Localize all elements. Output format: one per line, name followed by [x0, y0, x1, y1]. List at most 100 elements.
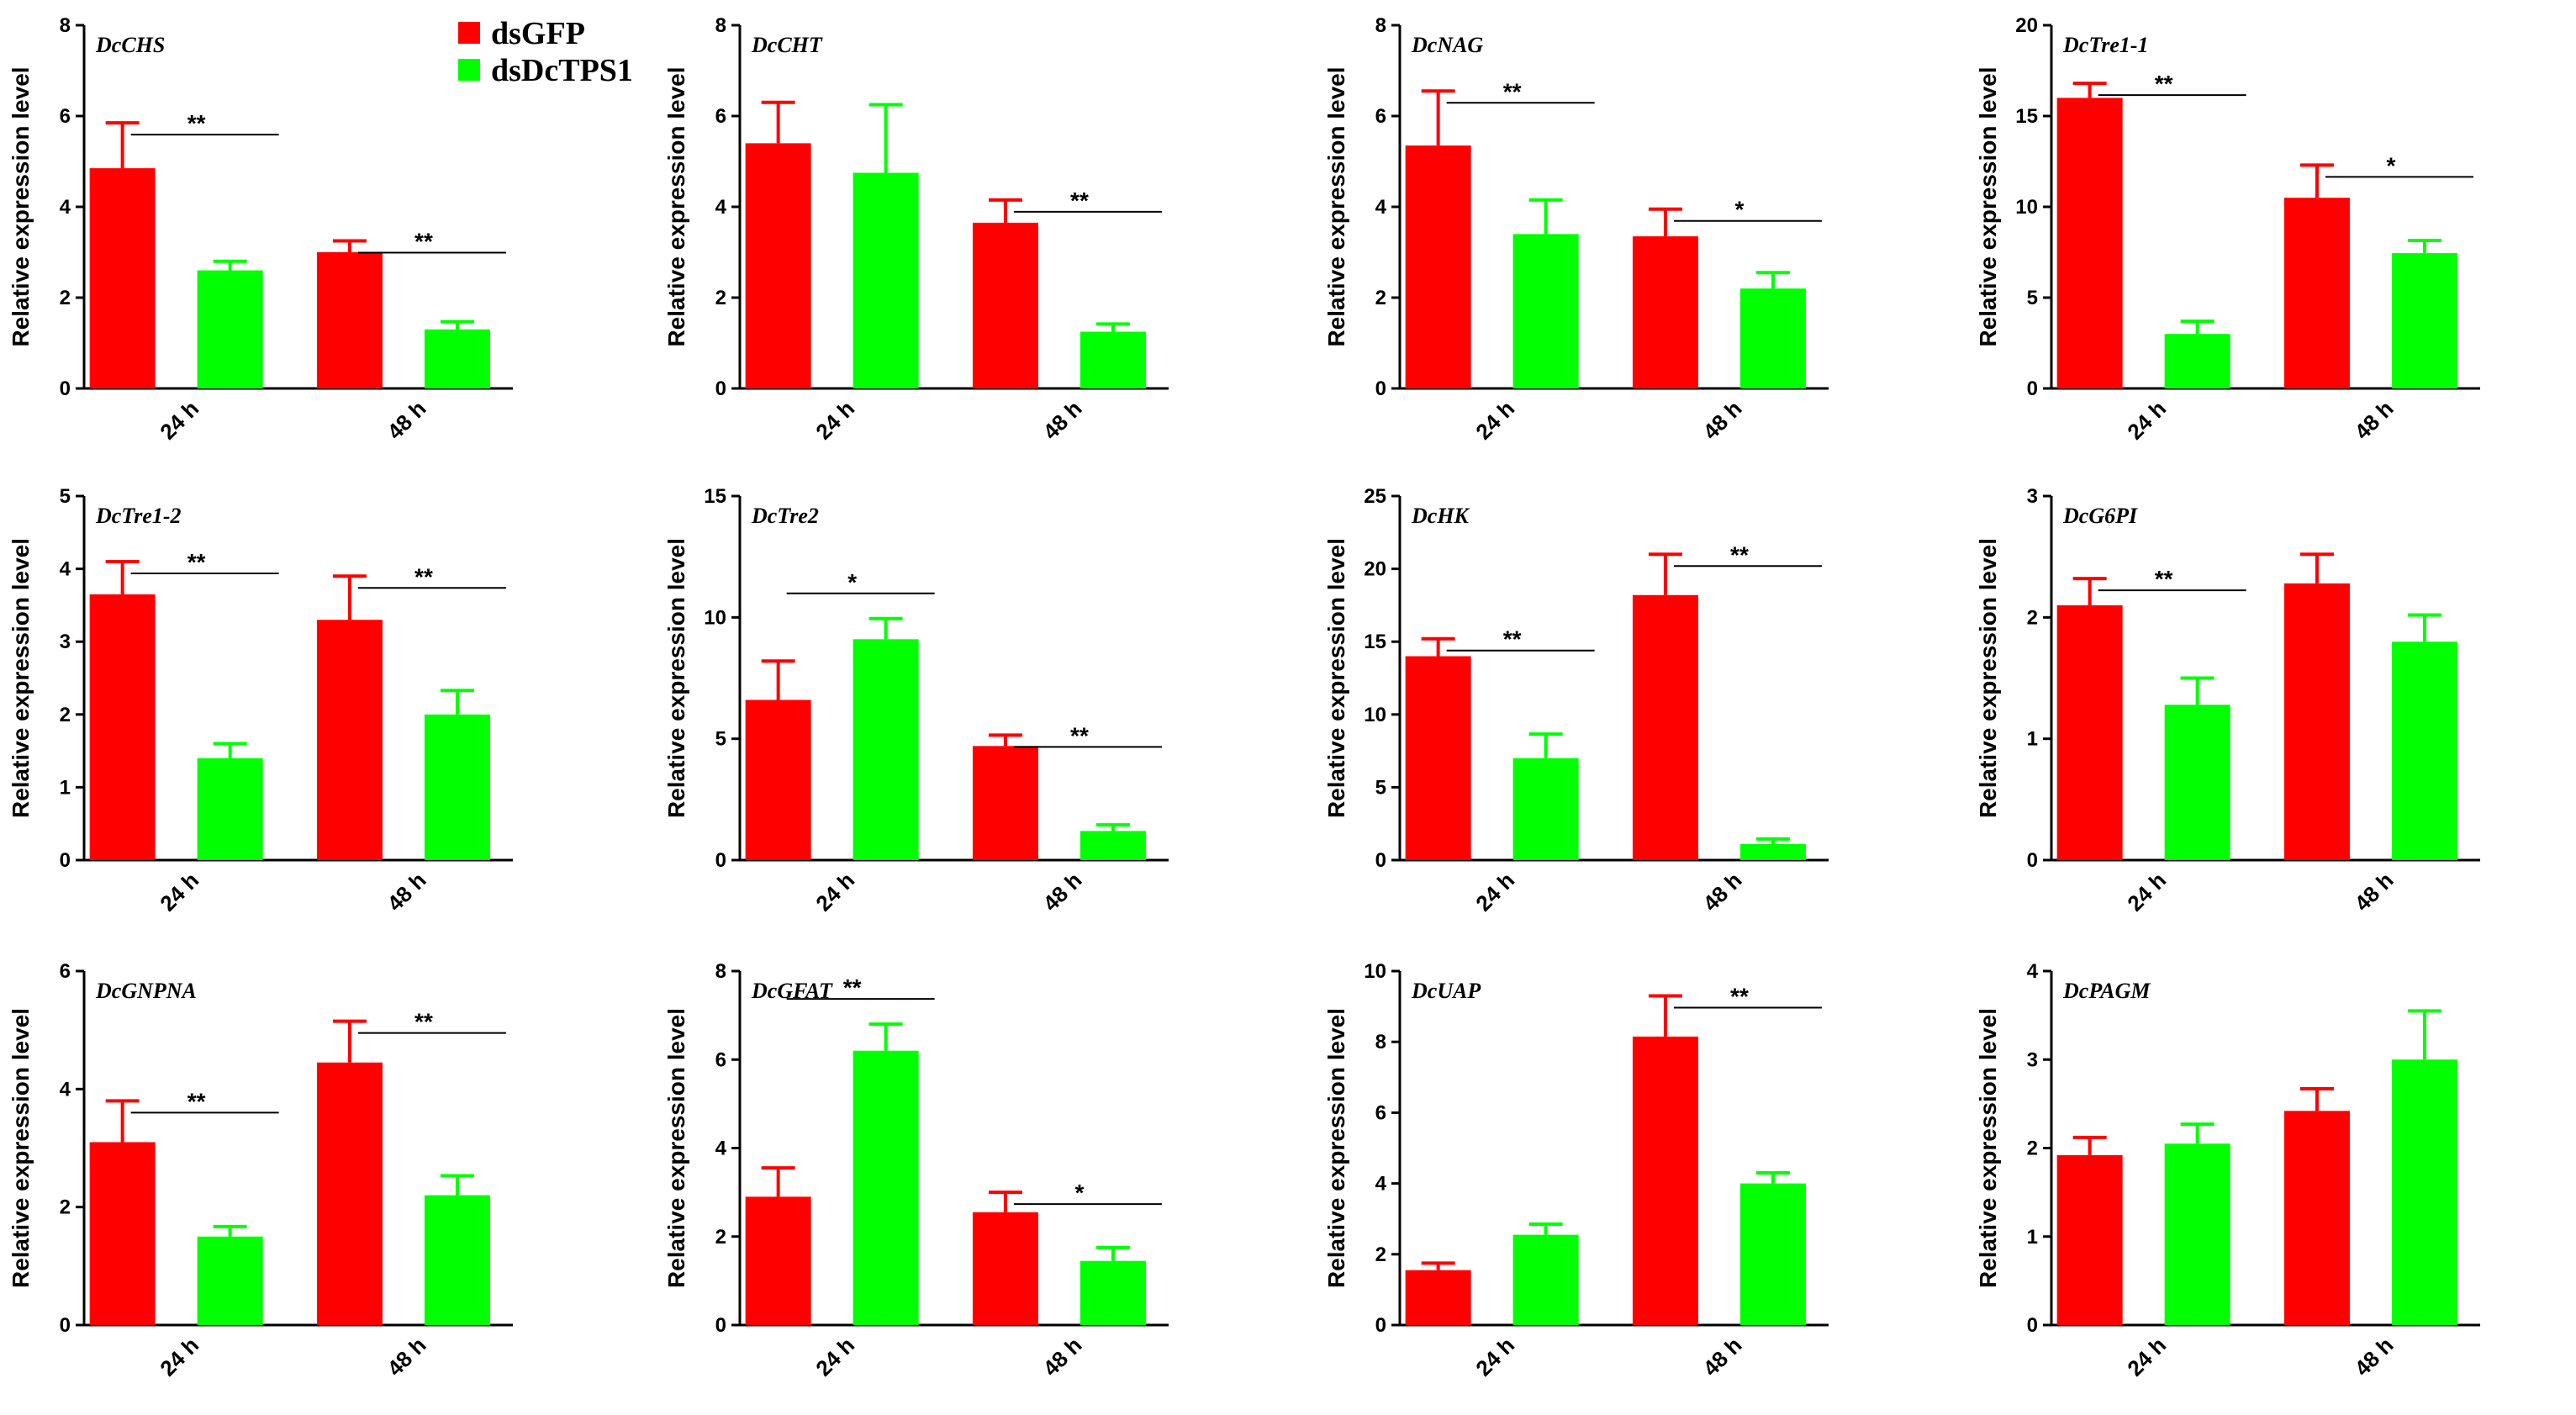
chart-3-ytick-label: 5: [2027, 287, 2038, 309]
chart-8-panel: 0 2 4 6 Relative expression level DcGNPNA ** 24…: [8, 960, 513, 1381]
chart-8-bar-dsDcTPS1-0: [197, 1236, 263, 1325]
chart-6-ylabel: Relative expression level: [1323, 538, 1349, 818]
chart-9-bar-dsDcTPS1-0: [853, 1050, 919, 1325]
chart-6-sig-label-0: **: [1503, 626, 1522, 652]
chart-3-bar-dsGFP-1: [2283, 198, 2350, 388]
chart-8-xtick-label-0: 24 h: [155, 1333, 203, 1381]
chart-6-title: DcHK: [1411, 504, 1470, 528]
chart-1-bar-dsGFP-1: [972, 222, 1038, 388]
chart-4-sig-label-0: **: [187, 549, 206, 575]
chart-9-ylabel: Relative expression level: [663, 1008, 689, 1288]
chart-5-ytick-label: 5: [715, 728, 726, 751]
chart-11-xtick-label-0: 24 h: [2122, 1333, 2171, 1381]
chart-0-ytick-label: 8: [60, 14, 71, 37]
chart-1-panel: 0 2 4 6 8 Relative expression level DcCHT 24 h *…: [663, 14, 1169, 445]
chart-7-ylabel: Relative expression level: [1975, 538, 2001, 818]
chart-11-ylabel: Relative expression level: [1975, 1008, 2001, 1288]
chart-1-title: DcCHT: [751, 33, 823, 57]
chart-5-sig-label-1: **: [1070, 722, 1089, 748]
chart-1-xtick-label-1: 48 h: [1038, 396, 1087, 445]
chart-10-panel: 0 2 4 6 8 10 Relative expression level DcUAP 24 …: [1323, 960, 1829, 1381]
chart-4-ytick-label: 1: [60, 776, 71, 799]
chart-7-title: DcG6PI: [2062, 504, 2138, 528]
legend-label-dsgfp: dsGFP: [491, 16, 585, 51]
chart-10-ylabel: Relative expression level: [1323, 1008, 1349, 1288]
chart-8-ytick-label: 4: [60, 1078, 71, 1101]
chart-8-ytick-label: 0: [60, 1314, 71, 1337]
chart-3-ytick-label: 0: [2027, 378, 2038, 400]
chart-1-bar-dsDcTPS1-1: [1079, 331, 1146, 388]
chart-5-xtick-label-1: 48 h: [1038, 868, 1087, 916]
chart-9-sig-label-1: *: [1074, 1180, 1084, 1206]
chart-4-ytick-label: 4: [60, 558, 71, 581]
chart-6-xtick-label-0: 24 h: [1470, 868, 1519, 916]
chart-6-bar-dsGFP-0: [1405, 656, 1471, 860]
chart-10-ytick-label: 0: [1375, 1314, 1386, 1337]
chart-7-xtick-label-1: 48 h: [2350, 868, 2399, 916]
chart-3-xtick-label-1: 48 h: [2350, 396, 2399, 445]
chart-6-sig-label-1: **: [1730, 541, 1749, 568]
legend-swatch-dsdctps1: [458, 59, 480, 81]
chart-9-ytick-label: 6: [715, 1048, 726, 1071]
chart-10-xtick-label-1: 48 h: [1698, 1333, 1747, 1381]
chart-7-xtick-label-0: 24 h: [2122, 868, 2171, 916]
chart-2-ytick-label: 4: [1375, 196, 1387, 219]
chart-4-sig-label-1: **: [414, 563, 433, 589]
chart-0-bar-dsDcTPS1-1: [424, 329, 490, 388]
chart-4-bar-dsGFP-0: [89, 594, 156, 860]
chart-10-bar-dsGFP-0: [1405, 1270, 1471, 1325]
chart-11-ytick-label: 2: [2027, 1138, 2038, 1160]
chart-11-title: DcPAGM: [2062, 979, 2151, 1003]
chart-6-panel: 0 5 10 15 20 25 Relative expression level DcHK *…: [1323, 485, 1829, 916]
chart-5-title: DcTre2: [751, 504, 819, 528]
chart-0-ytick-label: 6: [60, 105, 71, 128]
chart-1-xtick-label-0: 24 h: [810, 396, 859, 445]
chart-7-bar-dsGFP-0: [2056, 605, 2123, 860]
chart-8-ytick-label: 6: [60, 960, 71, 983]
chart-10-ytick-label: 4: [1375, 1173, 1387, 1196]
chart-4-bar-dsGFP-1: [316, 620, 383, 860]
chart-8-xtick-label-1: 48 h: [383, 1333, 431, 1381]
chart-6-bar-dsDcTPS1-1: [1739, 843, 1806, 860]
chart-7-panel: 0 1 2 3 Relative expression level DcG6PI ** 24 …: [1975, 485, 2480, 916]
chart-5-xtick-label-0: 24 h: [810, 868, 859, 916]
chart-2-ytick-label: 8: [1375, 14, 1386, 37]
chart-6-ytick-label: 10: [1364, 704, 1386, 726]
chart-3-bar-dsDcTPS1-0: [2164, 334, 2230, 388]
chart-0-ytick-label: 4: [60, 196, 71, 219]
legend: dsGFP dsDcTPS1: [458, 16, 633, 88]
chart-4-xtick-label-0: 24 h: [155, 868, 203, 916]
chart-4-ytick-label: 2: [60, 704, 71, 726]
chart-3-bar-dsGFP-0: [2056, 98, 2123, 389]
chart-1-ytick-label: 8: [715, 14, 726, 37]
chart-10-sig-label-1: **: [1730, 983, 1749, 1009]
chart-5-bar-dsGFP-1: [972, 746, 1038, 860]
chart-0-bar-dsGFP-1: [316, 252, 383, 388]
chart-3-panel: 0 5 10 15 20 Relative expression level DcTre1-…: [1975, 14, 2480, 445]
chart-6-ytick-label: 5: [1375, 776, 1386, 799]
chart-7-bar-dsDcTPS1-0: [2164, 705, 2230, 860]
chart-6-ytick-label: 25: [1364, 485, 1386, 508]
chart-10-ytick-label: 6: [1375, 1101, 1386, 1124]
chart-9-xtick-label-1: 48 h: [1038, 1333, 1087, 1381]
chart-3-sig-label-1: *: [2386, 152, 2395, 178]
chart-5-bar-dsDcTPS1-1: [1079, 831, 1146, 860]
chart-10-ytick-label: 8: [1375, 1031, 1386, 1053]
chart-1-ytick-label: 4: [715, 196, 727, 219]
legend-label-dsdctps1: dsDcTPS1: [491, 53, 633, 88]
chart-0-xtick-label-1: 48 h: [383, 396, 431, 445]
chart-10-bar-dsGFP-1: [1632, 1036, 1698, 1325]
chart-8-sig-label-1: **: [414, 1009, 433, 1035]
chart-11-ytick-label: 4: [2027, 960, 2039, 983]
chart-3-xtick-label-0: 24 h: [2122, 396, 2171, 445]
chart-2-bar-dsGFP-1: [1632, 236, 1698, 388]
chart-0-bar-dsDcTPS1-0: [197, 270, 263, 388]
chart-10-bar-dsDcTPS1-1: [1739, 1183, 1806, 1325]
chart-2-sig-label-0: **: [1503, 78, 1522, 104]
chart-6-bar-dsGFP-1: [1632, 594, 1698, 860]
chart-3-bar-dsDcTPS1-1: [2391, 253, 2457, 388]
chart-2-ytick-label: 6: [1375, 105, 1386, 128]
chart-1-ylabel: Relative expression level: [663, 66, 689, 346]
